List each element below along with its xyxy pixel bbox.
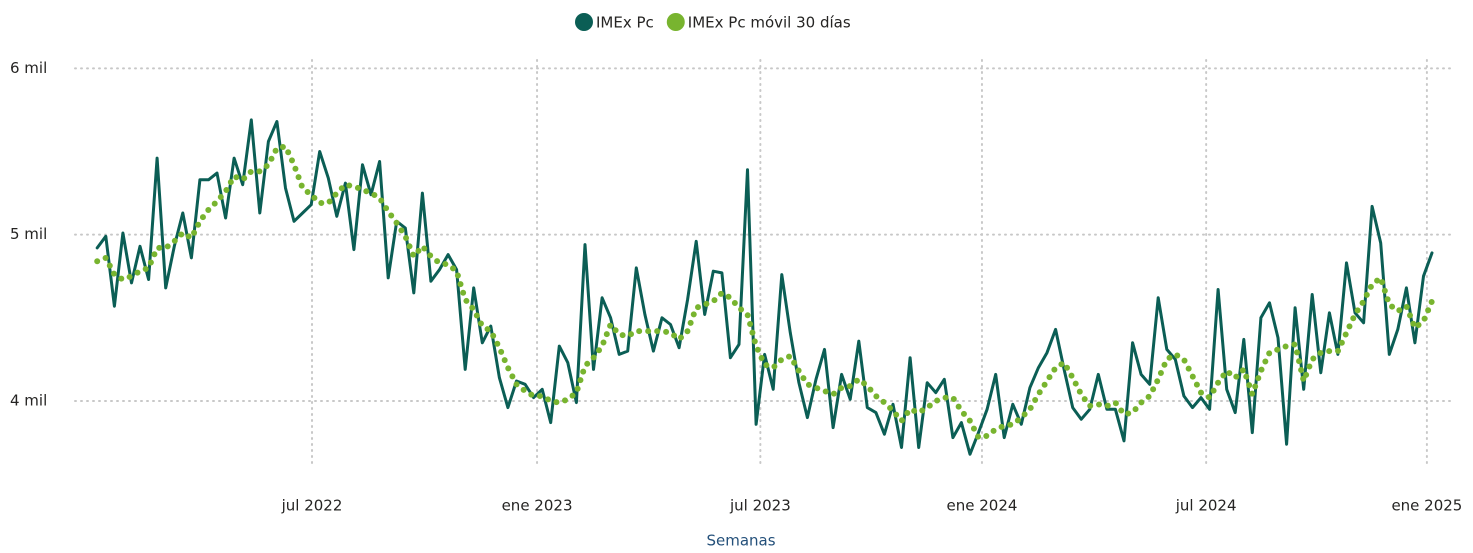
y-tick-label: 5 mil — [10, 225, 47, 243]
legend-label: IMEx Pc móvil 30 días — [688, 14, 851, 32]
legend-marker — [666, 13, 685, 31]
legend-label: IMEx Pc — [596, 14, 654, 32]
y-tick-label: 4 mil — [10, 391, 47, 409]
x-tick-label: jul 2023 — [729, 497, 791, 515]
x-tick-label: ene 2023 — [502, 497, 573, 515]
series-line — [94, 143, 1435, 441]
x-axis-title: Semanas — [706, 532, 775, 550]
legend-marker — [575, 13, 593, 31]
x-tick-label: jul 2024 — [1175, 497, 1237, 515]
series-line — [95, 118, 1434, 456]
x-tick-label: ene 2024 — [947, 497, 1018, 515]
x-tick-label: jul 2022 — [281, 497, 343, 515]
x-tick-label: ene 2025 — [1391, 497, 1462, 515]
y-tick-label: 6 mil — [10, 59, 47, 77]
